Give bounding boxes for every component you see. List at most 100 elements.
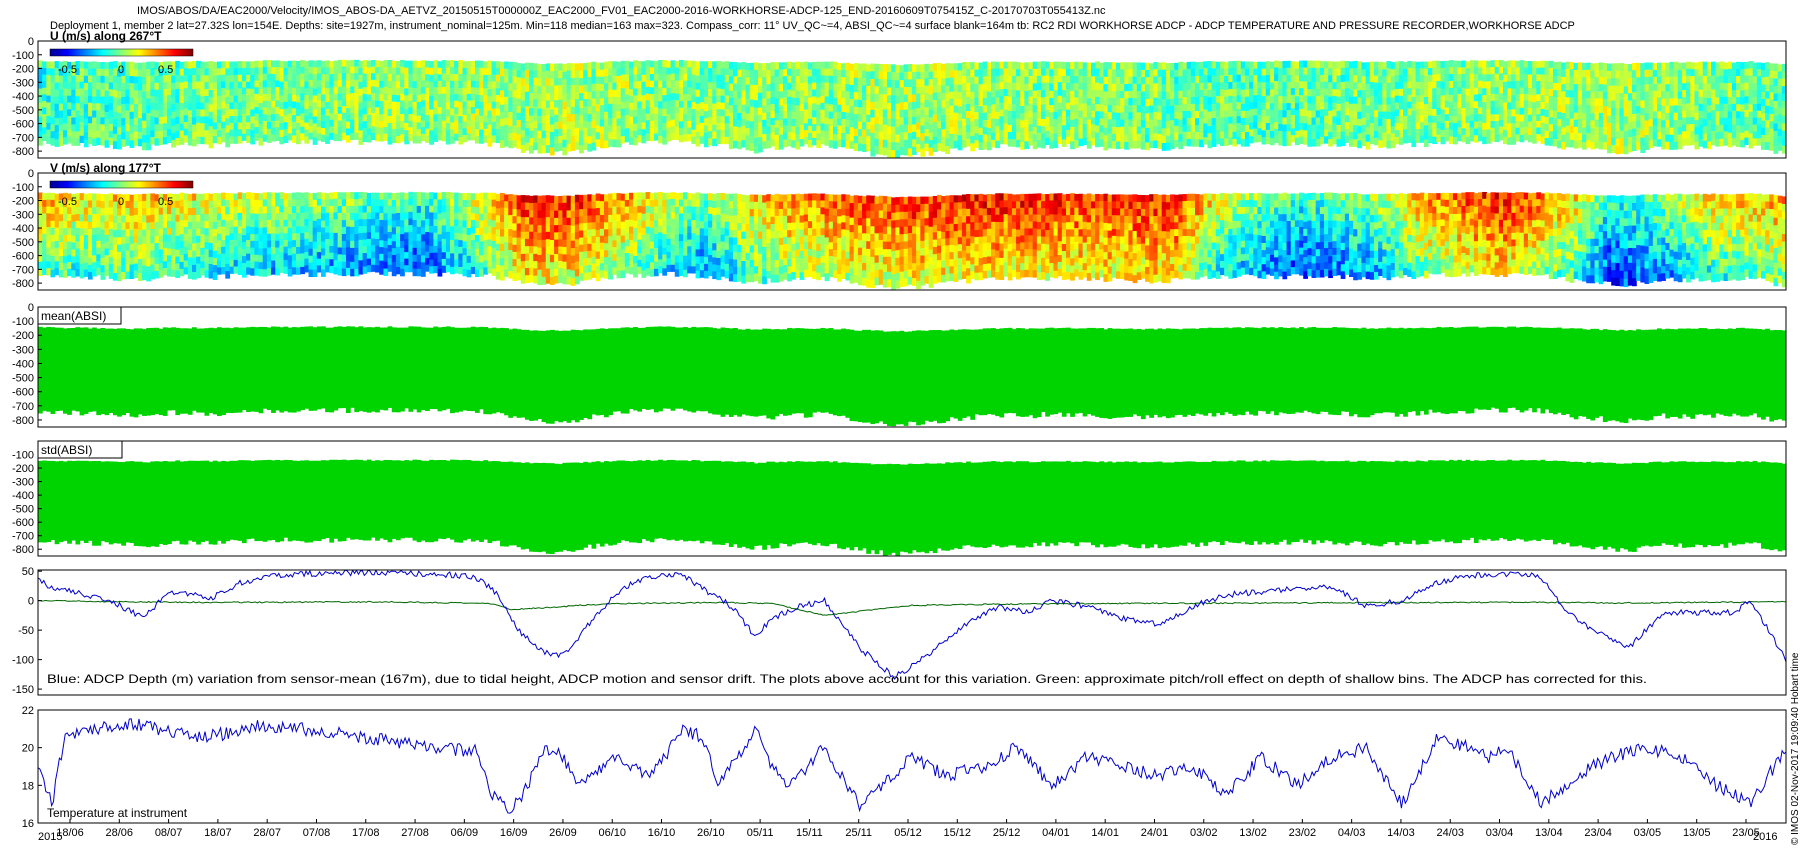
u-velocity-cell [1186,117,1192,126]
u-velocity-cell [583,142,588,150]
u-velocity-cell [383,106,389,115]
u-velocity-cell [1232,117,1238,126]
u-velocity-cell [1407,115,1413,123]
u-velocity-cell [283,61,289,69]
u-velocity-cell [687,67,693,75]
u-velocity-cell [1011,125,1017,133]
u-velocity-cell [250,130,256,138]
u-velocity-cell [995,97,1000,106]
u-velocity-cell [595,132,601,140]
u-velocity-cell [1161,76,1167,85]
u-velocity-cell [1244,82,1250,91]
u-velocity-cell [1145,135,1150,143]
u-velocity-cell [1623,101,1629,110]
u-velocity-cell [1590,99,1596,107]
u-velocity-cell [154,82,160,91]
u-velocity-cell [337,73,343,81]
u-velocity-cell [936,77,942,86]
u-velocity-cell [246,81,251,89]
u-velocity-cell [404,60,410,69]
u-velocity-cell [708,110,713,118]
u-velocity-cell [129,126,135,134]
u-velocity-cell [408,120,414,128]
u-velocity-cell [853,70,859,79]
u-velocity-cell [1490,94,1496,102]
u-velocity-cell [737,69,742,78]
u-velocity-cell [325,115,330,124]
u-velocity-cell [1619,93,1625,102]
u-velocity-cell [271,114,276,122]
u-velocity-cell [662,123,668,131]
u-velocity-cell [520,115,526,124]
u-velocity-cell [1436,81,1442,89]
u-velocity-cell [112,82,118,91]
u-velocity-cell [1265,95,1271,103]
u-velocity-cell [545,137,551,146]
u-velocity-cell [1648,133,1654,142]
u-velocity-cell [512,76,518,84]
u-velocity-cell [412,108,418,117]
u-velocity-cell [358,60,364,69]
u-velocity-cell [512,62,518,70]
u-velocity-cell [75,131,81,139]
u-velocity-cell [221,108,226,116]
u-velocity-cell [558,77,563,86]
u-velocity-cell [1090,62,1096,70]
u-velocity-cell [412,88,418,96]
u-velocity-cell [316,93,322,101]
u-velocity-cell [167,115,172,123]
u-velocity-cell [1011,82,1017,91]
u-velocity-cell [50,68,56,76]
u-velocity-cell [83,125,89,134]
u-velocity-cell [1020,142,1025,150]
u-velocity-cell [462,81,468,89]
u-velocity-cell [1507,123,1512,131]
u-velocity-cell [92,124,97,133]
u-velocity-cell [1469,60,1475,68]
u-velocity-cell [362,87,368,95]
u-velocity-cell [312,130,318,138]
u-velocity-cell [1165,77,1171,86]
u-velocity-cell [1219,68,1225,76]
u-velocity-cell [695,82,701,91]
u-velocity-cell [1444,114,1450,122]
u-velocity-cell [229,75,235,83]
u-velocity-cell [1003,61,1009,70]
u-velocity-cell [279,60,285,69]
u-velocity-cell [1070,119,1075,128]
u-velocity-cell [749,114,755,122]
u-velocity-cell [1140,134,1146,143]
u-velocity-cell [720,75,726,83]
u-velocity-cell [258,110,264,118]
u-velocity-cell [753,100,759,109]
u-velocity-cell [999,136,1005,145]
u-velocity-cell [816,97,822,106]
u-velocity-cell [121,132,126,140]
u-velocity-cell [187,82,193,90]
u-velocity-cell [1261,61,1267,70]
u-velocity-cell [1136,112,1142,120]
u-velocity-cell [1723,62,1729,70]
u-velocity-cell [1457,134,1462,142]
u-velocity-cell [341,59,347,67]
u-velocity-cell [1602,127,1608,136]
u-velocity-cell [957,113,963,122]
u-velocity-cell [520,63,526,72]
u-velocity-cell [1765,134,1770,143]
u-velocity-cell [266,101,272,109]
u-velocity-cell [162,109,168,117]
u-velocity-cell [100,138,106,146]
u-velocity-cell [350,126,355,134]
u-velocity-cell [1448,115,1454,124]
u-velocity-cell [1299,60,1304,68]
u-velocity-cell [558,106,563,115]
u-velocity-cell [678,128,684,136]
u-velocity-cell [645,66,651,75]
u-velocity-cell [337,120,343,128]
u-velocity-cell [1494,73,1500,81]
u-velocity-cell [579,130,584,139]
u-velocity-cell [903,102,909,111]
u-velocity-cell [678,66,684,75]
u-velocity-cell [296,109,301,117]
u-velocity-cell [1436,121,1442,129]
